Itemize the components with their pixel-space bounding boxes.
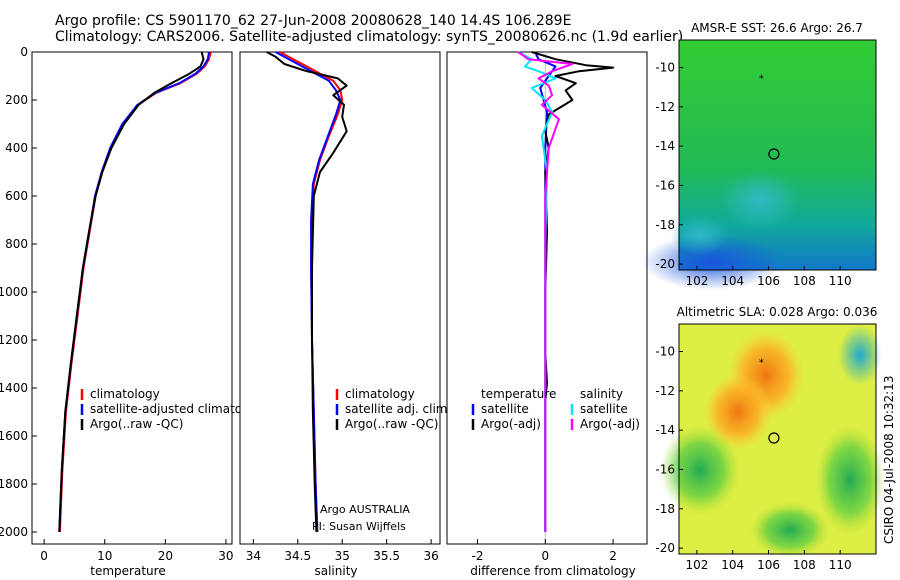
sla-map-title: Altimetric SLA: 0.028 Argo: 0.036 — [677, 305, 878, 319]
map-y-tick-label: -14 — [655, 423, 675, 437]
legend-label: satellite — [481, 402, 529, 416]
temperature-panel: 0 10 20 30 0 200 400 600 800 1000 1200 1400 1600 1800… — [0, 45, 268, 578]
x-tick-label: 35 — [335, 549, 350, 563]
map-y-tick-label: -12 — [655, 384, 675, 398]
profile-position-marker — [768, 432, 780, 444]
legend-label: climatology — [345, 387, 415, 401]
series-line-2-3 — [517, 51, 574, 532]
sla-map-frame — [678, 323, 877, 555]
difference-axes-frame — [446, 51, 648, 545]
map-y-tick-label: -20 — [655, 541, 675, 555]
map-y-tick-label: -18 — [655, 218, 675, 232]
y-tick-label: 1600 — [0, 429, 28, 443]
map-y-tick-label: -18 — [655, 502, 675, 516]
sla-map-green-patch-2 — [815, 425, 885, 535]
legend-label: satellite-adjusted climatology — [90, 402, 268, 416]
sst-map-panel: AMSR-E SST: 26.6 Argo: 26.7 102 104 106 108… — [642, 21, 877, 290]
map-y-tick-label: -16 — [655, 178, 675, 192]
y-tick-label: 2000 — [0, 525, 28, 539]
csiro-timestamp: CSIRO 04-Jul-2008 10:32:13 — [882, 376, 896, 544]
sst-map-cyan-patch — [720, 170, 800, 230]
legend-label: temperature — [481, 387, 556, 401]
map-x-tick-label: 110 — [829, 274, 852, 288]
x-tick-label: 2 — [609, 549, 617, 563]
map-x-tick-label: 106 — [757, 558, 780, 572]
difference-panel: -2 0 2temperaturesatelliteArgo(-adj)salini… — [446, 51, 648, 578]
map-x-tick-label: 106 — [757, 274, 780, 288]
sla-map-orange-patch-2 — [704, 374, 772, 450]
sst-map-blue-patch — [642, 234, 782, 290]
sla-map-panel: Altimetric SLA: 0.028 Argo: 0.036 102 104… — [655, 305, 885, 572]
map-x-tick-label: 108 — [793, 558, 816, 572]
x-tick-label: 0 — [541, 549, 549, 563]
y-tick-label: 600 — [5, 189, 28, 203]
salinity-annotation-line2: PI: Susan Wijffels — [312, 520, 406, 533]
y-tick-label: 1400 — [0, 381, 28, 395]
map-x-tick-label: 108 — [793, 274, 816, 288]
salinity-annotation-line1: Argo AUSTRALIA — [320, 503, 410, 516]
map-y-tick-label: -14 — [655, 139, 675, 153]
series-line-0-2 — [58, 51, 205, 533]
x-tick-label: 34 — [246, 549, 261, 563]
legend-label: Argo(-adj) — [481, 417, 541, 431]
map-y-tick-label: -10 — [655, 61, 675, 75]
temperature-xlabel: temperature — [90, 564, 165, 578]
salinity-xlabel: salinity — [314, 564, 357, 578]
map-x-tick-label: 102 — [685, 558, 708, 572]
sst-map-title: AMSR-E SST: 26.6 Argo: 26.7 — [691, 21, 863, 35]
sla-map-green-patch-1 — [660, 425, 740, 515]
sst-map-cyan-patch-2 — [670, 215, 730, 255]
salinity-axes-frame — [239, 51, 441, 545]
map-x-tick-label: 110 — [829, 558, 852, 572]
sla-map-cyan-patch — [838, 325, 882, 385]
map-y-tick-label: -20 — [655, 257, 675, 271]
x-tick-label: -2 — [472, 549, 484, 563]
legend-label: satellite adj. clim. — [345, 402, 451, 416]
x-tick-label: 20 — [158, 549, 173, 563]
legend-label: Argo(..raw -QC) — [345, 417, 438, 431]
x-tick-label: 10 — [97, 549, 112, 563]
map-y-tick-label: -16 — [655, 462, 675, 476]
y-tick-label: 200 — [5, 93, 28, 107]
y-tick-label: 400 — [5, 141, 28, 155]
series-line-1-2 — [266, 51, 348, 533]
legend-label: salinity — [580, 387, 623, 401]
sst-map-frame — [678, 39, 877, 271]
previous-position-marker: * — [759, 73, 764, 84]
x-tick-label: 35.5 — [373, 549, 400, 563]
sla-map-green-patch-3 — [750, 502, 830, 558]
profile-position-marker — [768, 148, 780, 160]
x-tick-label: 0 — [40, 549, 48, 563]
legend-label: climatology — [90, 387, 160, 401]
figure-title-line1: Argo profile: CS 5901170_62 27-Jun-2008 … — [55, 13, 572, 29]
x-tick-label: 34.5 — [284, 549, 311, 563]
y-tick-label: 1000 — [0, 285, 28, 299]
map-y-tick-label: -12 — [655, 100, 675, 114]
temperature-axes-frame — [31, 51, 233, 545]
y-tick-label: 1200 — [0, 333, 28, 347]
difference-xlabel: difference from climatology — [470, 564, 636, 578]
map-x-tick-label: 102 — [685, 274, 708, 288]
y-tick-label: 1800 — [0, 477, 28, 491]
x-tick-label: 36 — [423, 549, 438, 563]
y-tick-label: 800 — [5, 237, 28, 251]
y-tick-label: 0 — [20, 45, 28, 59]
legend-label: Argo(-adj) — [580, 417, 640, 431]
legend-label: Argo(..raw -QC) — [90, 417, 183, 431]
legend-label: satellite — [580, 402, 628, 416]
map-y-tick-label: -10 — [655, 345, 675, 359]
map-x-tick-label: 104 — [721, 274, 744, 288]
x-tick-label: 30 — [218, 549, 233, 563]
previous-position-marker: * — [759, 357, 764, 368]
figure-title-line2: Climatology: CARS2006. Satellite-adjuste… — [55, 29, 684, 45]
map-x-tick-label: 104 — [721, 558, 744, 572]
